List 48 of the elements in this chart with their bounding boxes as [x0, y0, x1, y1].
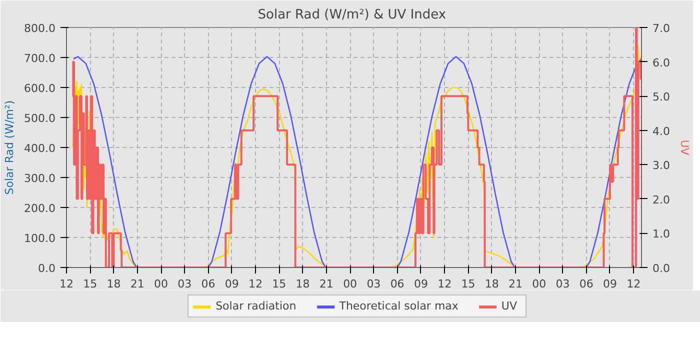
x-tick-label: 09 [414, 278, 428, 290]
x-tick-label: 18 [296, 278, 310, 290]
y2-tick-label: 7.0 [652, 22, 670, 35]
x-tick-label: 21 [130, 278, 144, 290]
y2-tick-label: 5.0 [652, 90, 670, 104]
y-axis-title: Solar Rad (W/m²) [3, 100, 16, 195]
y2-tick-label: 3.0 [652, 159, 670, 172]
x-tick-label: 18 [106, 278, 121, 290]
y2-tick-label: 6.0 [652, 56, 670, 70]
x-tick-label: 15 [461, 278, 476, 290]
y2-axis-title: UV [678, 140, 691, 156]
y2-tick-label: 1.0 [652, 228, 670, 241]
legend-label: Solar radiation [216, 300, 296, 312]
x-tick-label: 03 [178, 278, 192, 290]
y-tick-label: 0.0 [38, 262, 56, 275]
y2-tick-label: 2.0 [652, 193, 670, 206]
y-tick-label: 600.0 [24, 82, 56, 95]
x-tick-label: 12 [248, 278, 263, 290]
x-tick-label: 09 [224, 278, 239, 290]
y-tick-label: 400.0 [24, 142, 56, 155]
chart-title: Solar Rad (W/m²) & UV Index [258, 8, 446, 22]
x-tick-label: 09 [602, 278, 617, 290]
y-tick-label: 200.0 [24, 202, 56, 215]
y-tick-label: 100.0 [24, 232, 56, 245]
legend-label: UV [501, 300, 518, 312]
x-tick-label: 12 [626, 278, 641, 290]
x-tick-label: 00 [154, 278, 168, 290]
x-tick-label: 00 [532, 278, 546, 290]
x-tick-label: 15 [272, 278, 286, 290]
x-tick-label: 15 [83, 278, 98, 290]
y-tick-label: 800.0 [24, 22, 56, 35]
y2-tick-label: 4.0 [652, 124, 670, 138]
x-tick-label: 00 [343, 278, 358, 290]
x-tick-label: 06 [201, 278, 216, 290]
x-tick-label: 12 [438, 278, 452, 290]
x-tick-label: 06 [579, 278, 594, 290]
x-tick-label: 06 [390, 278, 404, 290]
y-tick-label: 300.0 [24, 172, 56, 185]
x-tick-label: 03 [556, 278, 570, 290]
y-tick-label: 500.0 [24, 112, 56, 125]
x-tick-label: 18 [484, 278, 499, 290]
legend-label: Theoretical solar max [339, 300, 458, 312]
x-tick-label: 21 [508, 278, 522, 290]
y-tick-label: 700.0 [24, 52, 56, 65]
x-tick-label: 03 [366, 278, 381, 290]
x-tick-label: 21 [319, 278, 334, 290]
x-tick-label: 12 [60, 278, 74, 290]
y2-tick-label: 0.0 [652, 262, 670, 275]
